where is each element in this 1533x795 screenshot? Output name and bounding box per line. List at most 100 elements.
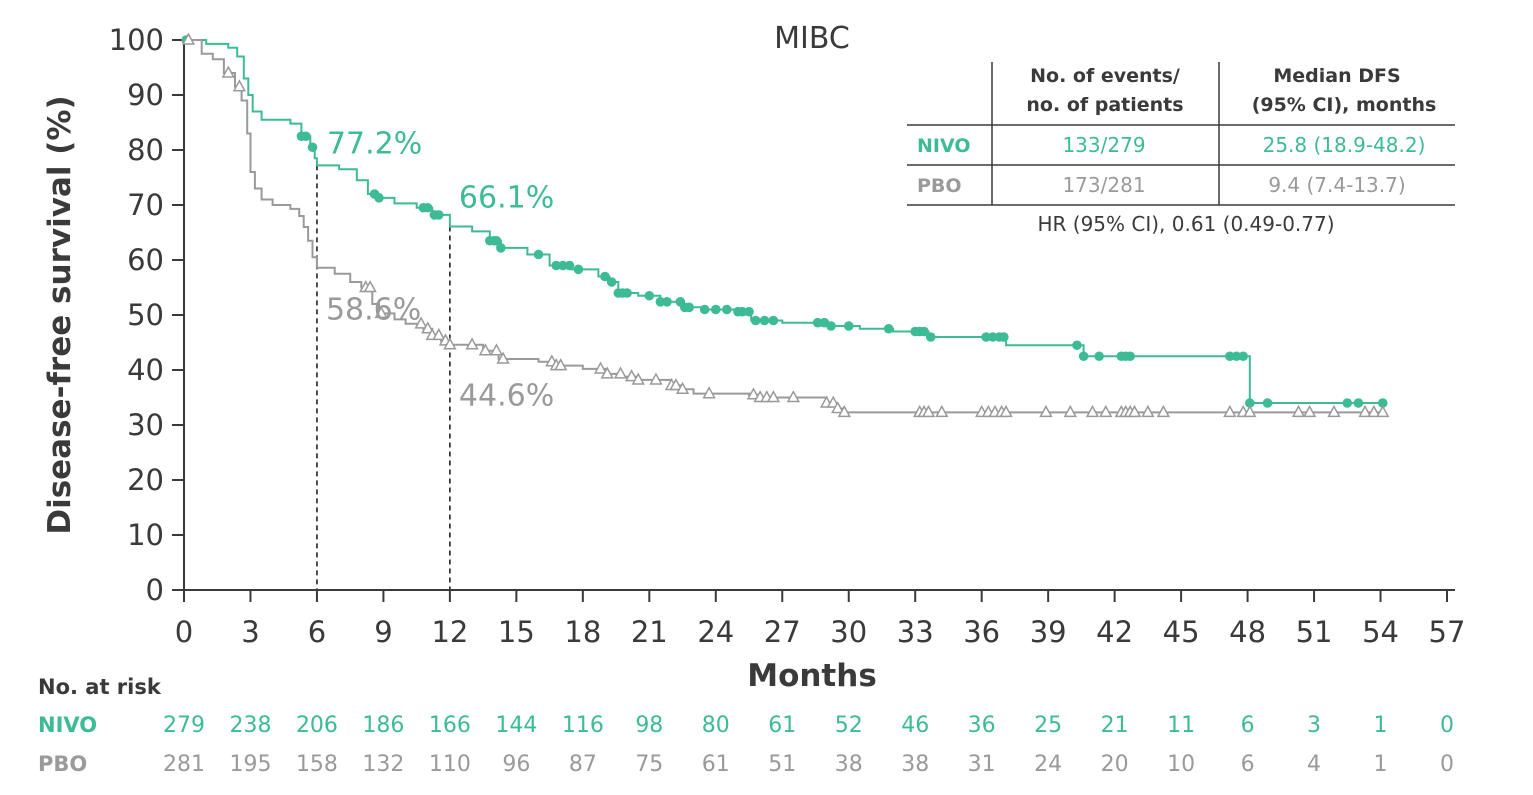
pbo-censor-mark xyxy=(232,79,247,92)
pbo-censor-mark xyxy=(221,65,235,78)
pbo-at-risk-value: 0 xyxy=(1440,752,1454,777)
nivo-at-risk-value: 186 xyxy=(362,713,404,738)
x-tick-label: 45 xyxy=(1163,615,1200,649)
pbo-at-risk-value: 31 xyxy=(968,752,996,777)
pbo-censor-mark xyxy=(830,401,845,414)
nivo-at-risk-value: 46 xyxy=(901,713,929,738)
nivo-censor-mark xyxy=(699,304,710,315)
nivo-landmark-label: 77.2% xyxy=(327,126,422,161)
nivo-censor-mark xyxy=(812,317,823,328)
nivo-censor-mark xyxy=(1353,398,1364,408)
nivo-at-risk-value: 1 xyxy=(1374,713,1388,738)
table-pbo-median: 9.4 (7.4-13.7) xyxy=(1268,173,1405,197)
nivo-at-risk-value: 21 xyxy=(1101,713,1129,738)
y-tick-label: 50 xyxy=(127,298,164,332)
pbo-censor-mark xyxy=(631,372,645,385)
nivo-censor-mark xyxy=(722,304,732,315)
pbo-censor-mark xyxy=(1376,404,1390,418)
x-tick-label: 30 xyxy=(830,615,867,649)
x-axis-label: Months xyxy=(747,658,877,694)
nivo-censor-mark xyxy=(644,290,655,301)
nivo-censor-mark xyxy=(533,249,544,260)
nivo-censor-mark xyxy=(564,260,575,271)
nivo-censor-mark xyxy=(1078,351,1089,362)
y-tick-label: 20 xyxy=(127,463,164,497)
pbo-censor-mark xyxy=(363,280,377,293)
nivo-at-risk-value: 61 xyxy=(768,713,796,738)
nivo-censor-mark xyxy=(307,142,318,153)
pbo-censor-mark xyxy=(593,361,608,374)
nivo-censor-mark xyxy=(1262,398,1273,408)
pbo-censor-mark xyxy=(554,358,568,371)
nivo-censor-mark xyxy=(1377,398,1388,408)
x-tick-label: 42 xyxy=(1096,615,1133,649)
nivo-censor-mark xyxy=(662,297,672,307)
nivo-censor-mark xyxy=(925,332,936,342)
pbo-at-risk-value: 38 xyxy=(835,752,863,777)
pbo-censor-mark xyxy=(478,343,493,356)
nivo-at-risk-value: 238 xyxy=(229,713,271,738)
x-tick-label: 51 xyxy=(1296,615,1333,649)
pbo-censor-mark xyxy=(1099,404,1113,418)
nivo-censor-mark xyxy=(1072,340,1082,351)
landmark-labels: 77.2% 66.1% 58.6% 44.6% xyxy=(326,126,554,413)
pbo-at-risk-value: 158 xyxy=(296,752,338,777)
chart-title: MIBC xyxy=(774,21,850,56)
y-tick-label: 40 xyxy=(127,353,164,387)
pbo-censor-mark xyxy=(1302,404,1317,418)
nivo-censor-mark xyxy=(981,332,991,342)
table-header-events-line2: no. of patients xyxy=(1026,94,1183,116)
x-tick-label: 21 xyxy=(631,615,668,649)
at-risk-label-nivo: NIVO xyxy=(38,713,97,737)
nivo-censor-mark xyxy=(301,131,311,142)
pbo-censor-mark xyxy=(786,390,801,403)
pbo-at-risk-value: 1 xyxy=(1374,752,1388,777)
nivo-at-risk-value: 116 xyxy=(562,713,604,738)
pbo-at-risk-value: 38 xyxy=(901,752,929,777)
nivo-censor-mark xyxy=(684,302,694,313)
nivo-censor-mark xyxy=(496,243,506,253)
pbo-censor-mark xyxy=(613,366,628,379)
at-risk-title: No. at risk xyxy=(38,675,162,699)
x-tick-label: 15 xyxy=(498,615,535,649)
nivo-censor-mark xyxy=(606,277,617,287)
nivo-censor-mark xyxy=(551,260,562,271)
pbo-censor-mark xyxy=(675,381,690,395)
nivo-censor-mark xyxy=(759,315,770,326)
y-tick-label: 80 xyxy=(127,133,164,167)
nivo-censor-mark xyxy=(600,271,610,282)
x-tick-label: 48 xyxy=(1229,615,1266,649)
nivo-censor-mark xyxy=(1238,351,1248,362)
pbo-censor-mark xyxy=(374,305,388,319)
pbo-censor-mark xyxy=(1127,404,1142,418)
pbo-censor-mark xyxy=(1327,404,1341,418)
nivo-censor-mark xyxy=(1342,398,1353,408)
nivo-at-risk-value: 36 xyxy=(968,713,996,738)
table-nivo-events: 133/279 xyxy=(1062,133,1145,157)
y-tick-label: 10 xyxy=(127,518,164,552)
summary-table: No. of events/ no. of patients Median DF… xyxy=(907,62,1455,236)
pbo-at-risk-value: 24 xyxy=(1034,752,1062,777)
nivo-at-risk-value: 0 xyxy=(1440,713,1454,738)
pbo-censor-mark xyxy=(421,321,435,334)
pbo-censor-mark xyxy=(669,377,683,391)
nivo-at-risk-value: 11 xyxy=(1167,713,1195,738)
nivo-censor-mark xyxy=(573,264,584,275)
reference-lines xyxy=(316,165,451,590)
pbo-at-risk-value: 195 xyxy=(229,752,271,777)
pbo-landmark-label: 58.6% xyxy=(326,293,421,328)
table-row-label-pbo: PBO xyxy=(917,175,962,197)
nivo-at-risk-value: 144 xyxy=(495,713,537,738)
nivo-censor-mark xyxy=(826,321,836,331)
pbo-censor-mark xyxy=(465,337,479,350)
nivo-censor-mark xyxy=(919,326,929,337)
y-tick-label: 60 xyxy=(127,243,164,277)
pbo-at-risk-value: 20 xyxy=(1101,752,1129,777)
pbo-at-risk-value: 4 xyxy=(1307,752,1321,777)
x-tick-label: 36 xyxy=(963,615,1000,649)
x-tick-label: 9 xyxy=(374,615,392,649)
nivo-censor-mark xyxy=(737,306,748,317)
y-tick-label: 90 xyxy=(127,78,164,112)
x-tick-label: 33 xyxy=(897,615,934,649)
pbo-censor-mark xyxy=(1156,404,1171,418)
